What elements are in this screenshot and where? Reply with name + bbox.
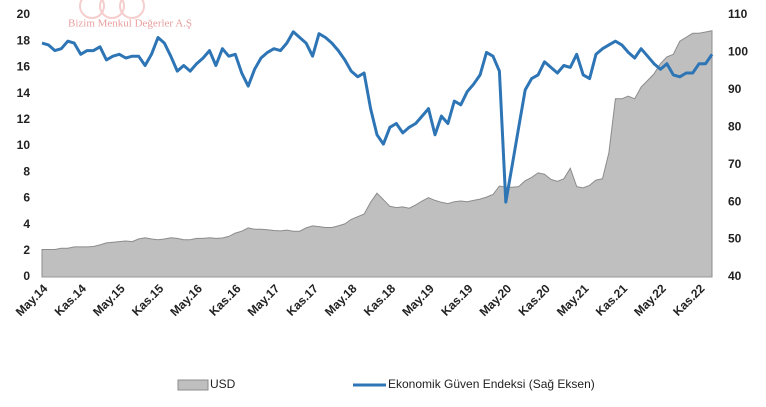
- y-tick-label: 8: [23, 164, 30, 178]
- y2-tick-label: 50: [728, 232, 742, 246]
- y2-tick-label: 90: [728, 82, 742, 96]
- x-tick-label: May.22: [631, 281, 669, 319]
- x-tick-label: Kas.18: [361, 281, 398, 318]
- x-tick-label: May.19: [399, 281, 437, 319]
- x-tick-label: May.21: [554, 281, 592, 319]
- y2-tick-label: 110: [728, 7, 748, 21]
- legend-label: USD: [210, 377, 236, 391]
- y2-tick-label: 80: [728, 119, 742, 133]
- legend-label: Ekonomik Güven Endeksi (Sağ Eksen): [388, 377, 595, 391]
- y2-tick-label: 60: [728, 194, 742, 208]
- y-tick-label: 18: [17, 33, 31, 47]
- y-tick-label: 0: [23, 269, 30, 283]
- x-tick-label: May.15: [90, 281, 128, 319]
- y-tick-label: 16: [17, 60, 31, 74]
- y2-tick-label: 40: [728, 269, 742, 283]
- y-tick-label: 6: [23, 191, 30, 205]
- x-tick-label: May.18: [322, 281, 360, 319]
- x-tick-label: Kas.21: [593, 281, 630, 318]
- x-tick-label: Kas.16: [206, 281, 243, 318]
- x-tick-label: Kas.15: [129, 281, 166, 318]
- watermark: Bizim Menkul Değerler A.Ş: [68, 18, 192, 30]
- y-tick-label: 2: [23, 243, 30, 257]
- y-tick-label: 20: [17, 7, 31, 21]
- x-tick-label: Kas.17: [284, 281, 321, 318]
- y-tick-label: 10: [17, 138, 31, 152]
- y-tick-label: 14: [17, 86, 31, 100]
- usd-area: [41, 30, 713, 278]
- y2-tick-label: 70: [728, 157, 742, 171]
- logo-ring: [119, 0, 145, 19]
- x-tick-label: May.16: [167, 281, 205, 319]
- x-tick-label: Kas.19: [438, 281, 475, 318]
- legend-swatch: [177, 379, 209, 391]
- logo: [79, 0, 145, 19]
- x-tick-label: Kas.22: [670, 281, 707, 318]
- y-tick-label: 4: [23, 217, 30, 231]
- y2-tick-label: 100: [728, 45, 748, 59]
- x-tick-label: May.20: [477, 281, 515, 319]
- logo-ring: [79, 0, 105, 19]
- x-tick-label: May.17: [245, 281, 283, 319]
- x-tick-label: May.14: [13, 281, 51, 319]
- y-tick-label: 12: [17, 112, 31, 126]
- x-tick-label: Kas.20: [516, 281, 553, 318]
- x-tick-label: Kas.14: [52, 281, 89, 318]
- logo-ring: [99, 0, 125, 19]
- confidence-line: [41, 30, 714, 204]
